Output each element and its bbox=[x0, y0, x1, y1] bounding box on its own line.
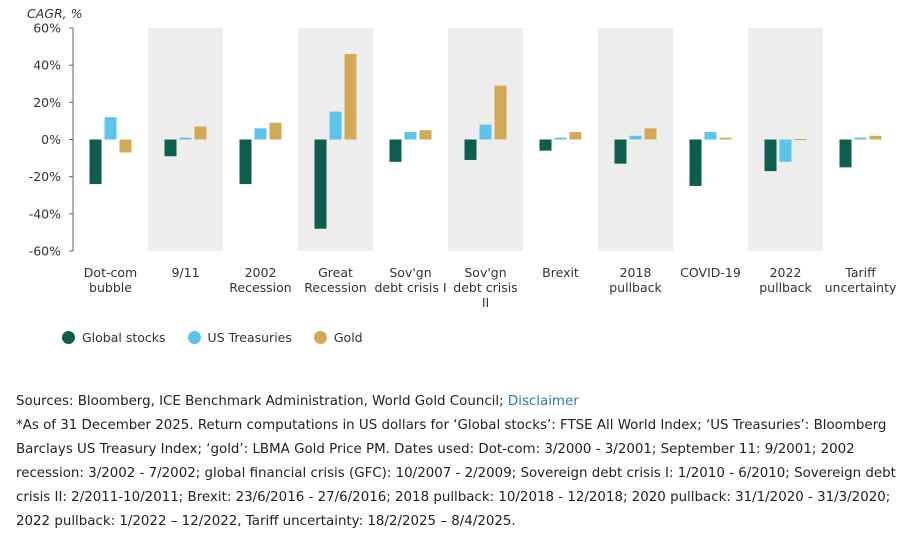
x-tick-label-line: 2002 bbox=[245, 265, 277, 280]
bar-us-treasuries bbox=[479, 124, 492, 140]
x-tick-label-line: uncertainty bbox=[825, 280, 897, 295]
x-tick-label: Great Recession bbox=[304, 265, 366, 295]
bar-gold bbox=[119, 139, 132, 153]
bar-gold bbox=[569, 132, 582, 140]
legend-label-us-treasuries: US Treasuries bbox=[207, 330, 292, 345]
bar-us-treasuries bbox=[704, 132, 717, 140]
x-tick-label: 9/11 bbox=[171, 265, 199, 280]
bar-us-treasuries bbox=[779, 139, 792, 162]
x-tick-label-line: Great bbox=[318, 265, 353, 280]
x-tick-label-line: 2018 bbox=[620, 265, 652, 280]
bar-us-treasuries bbox=[254, 128, 267, 140]
x-tick-label-line: 2022 bbox=[770, 265, 802, 280]
y-tick-label: 0% bbox=[41, 132, 61, 147]
sources-line: Sources: Bloomberg, ICE Benchmark Admini… bbox=[16, 390, 906, 414]
x-tick-label-line: Brexit bbox=[542, 265, 579, 280]
bar-global-stocks bbox=[164, 139, 177, 157]
x-tick-label: Tariff uncertainty bbox=[825, 265, 897, 295]
x-tick-label-line: COVID-19 bbox=[680, 265, 741, 280]
x-tick-label-line: pullback bbox=[609, 280, 662, 295]
legend-swatch-global-stocks bbox=[62, 331, 75, 344]
x-tick-label-line: Recession bbox=[229, 280, 291, 295]
bar-gold bbox=[269, 122, 282, 140]
x-tick-label: 2022 pullback bbox=[759, 265, 812, 295]
y-tick-label: -60% bbox=[29, 244, 61, 259]
x-tick-label-line: Sov'gn bbox=[389, 265, 431, 280]
x-tick-label-line: pullback bbox=[759, 280, 812, 295]
legend-swatch-us-treasuries bbox=[187, 331, 201, 344]
y-axis-label: CAGR, % bbox=[27, 6, 82, 21]
bar-gold bbox=[794, 138, 807, 141]
bar-global-stocks bbox=[314, 139, 327, 229]
bar-global-stocks bbox=[764, 139, 777, 172]
y-tick-label: 20% bbox=[33, 95, 61, 110]
legend-item-global-stocks: Global stocks bbox=[62, 330, 166, 345]
legend: Global stocks US Treasuries Gold bbox=[62, 330, 363, 345]
legend-item-us-treasuries: US Treasuries bbox=[187, 330, 292, 345]
chart-notes: Sources: Bloomberg, ICE Benchmark Admini… bbox=[16, 390, 906, 534]
x-tick-label: 2002 Recession bbox=[229, 265, 291, 295]
x-tick-label: Dot-com bubble bbox=[84, 265, 137, 295]
footnote-text: *As of 31 December 2025. Return computat… bbox=[16, 418, 896, 529]
bar-global-stocks bbox=[614, 139, 627, 164]
x-tick-label-line: debt crisis bbox=[453, 280, 517, 295]
x-tick-label-line: bubble bbox=[89, 280, 132, 295]
legend-label-global-stocks: Global stocks bbox=[82, 330, 166, 345]
bar-gold bbox=[494, 85, 507, 140]
x-tick-label-line: 9/11 bbox=[171, 265, 199, 280]
x-tick-label-line: Tariff bbox=[844, 265, 876, 280]
legend-label-gold: Gold bbox=[333, 330, 363, 345]
bar-us-treasuries bbox=[179, 137, 192, 140]
bar-us-treasuries bbox=[329, 111, 342, 140]
x-tick-label-line: Recession bbox=[304, 280, 366, 295]
bar-global-stocks bbox=[389, 139, 402, 162]
bar-global-stocks bbox=[89, 139, 102, 185]
bar-gold bbox=[719, 137, 732, 140]
x-tick-label: 2018 pullback bbox=[609, 265, 662, 295]
x-tick-label: Sov'gn debt crisis I bbox=[374, 265, 446, 295]
x-tick-label-line: Dot-com bbox=[84, 265, 137, 280]
disclaimer-link[interactable]: Disclaimer bbox=[507, 394, 579, 409]
bar-us-treasuries bbox=[404, 132, 417, 140]
x-tick-label: COVID-19 bbox=[680, 265, 741, 280]
y-tick-label: -40% bbox=[29, 206, 61, 221]
y-tick-label: 40% bbox=[33, 58, 61, 73]
bar-gold bbox=[419, 130, 432, 140]
bar-us-treasuries bbox=[629, 135, 642, 140]
bar-us-treasuries bbox=[104, 117, 117, 140]
bar-gold bbox=[869, 135, 882, 140]
legend-swatch-gold bbox=[313, 331, 327, 344]
legend-item-gold: Gold bbox=[313, 330, 363, 345]
bar-global-stocks bbox=[464, 139, 477, 160]
bar-global-stocks bbox=[689, 139, 702, 186]
bar-us-treasuries bbox=[554, 137, 567, 140]
x-tick-label: Brexit bbox=[542, 265, 579, 280]
bar-global-stocks bbox=[839, 139, 852, 168]
bar-us-treasuries bbox=[854, 137, 867, 140]
sources-text: Sources: Bloomberg, ICE Benchmark Admini… bbox=[16, 394, 504, 409]
bar-global-stocks bbox=[539, 139, 552, 151]
bar-gold bbox=[344, 54, 357, 140]
cagr-bar-chart: CAGR, %60% 40% 20% 0% -20% -40% -60% Dot-com bub… bbox=[27, 6, 898, 310]
x-tick-label: Sov'gn debt crisis II bbox=[453, 265, 517, 310]
x-tick-label-line: debt crisis I bbox=[374, 280, 446, 295]
bar-gold bbox=[644, 128, 657, 140]
bar-gold bbox=[194, 126, 207, 140]
y-tick-label: 60% bbox=[33, 21, 61, 36]
bar-global-stocks bbox=[239, 139, 252, 185]
x-tick-label-line: II bbox=[482, 295, 489, 310]
x-tick-label-line: Sov'gn bbox=[464, 265, 506, 280]
y-tick-label: -20% bbox=[29, 169, 61, 184]
